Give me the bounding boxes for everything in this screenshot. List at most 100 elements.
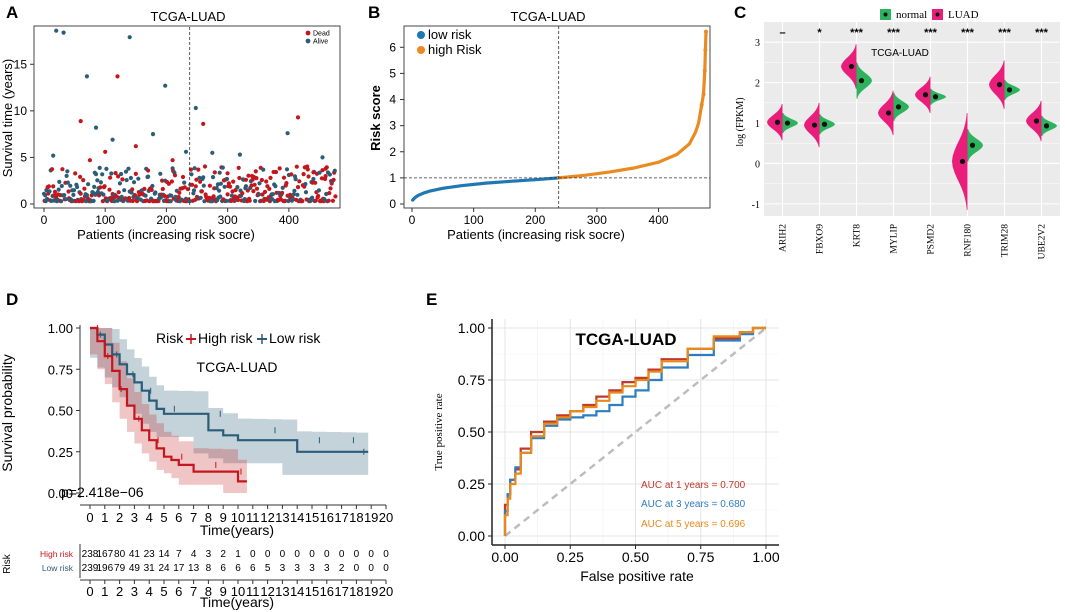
point-alive bbox=[92, 184, 97, 189]
panel-d-curves bbox=[90, 325, 369, 493]
point-alive bbox=[210, 150, 215, 155]
point-dead bbox=[169, 179, 174, 184]
point-alive bbox=[127, 35, 132, 40]
category-label-ube2v2: UBE2V2 bbox=[1038, 224, 1048, 260]
point-dead bbox=[313, 198, 318, 203]
point-dead bbox=[243, 177, 249, 182]
violin-luad-ube2v2 bbox=[1026, 100, 1042, 142]
panel-e-letter: E bbox=[426, 290, 437, 309]
panel-b-x-tick-label: 0 bbox=[409, 213, 416, 227]
point-alive bbox=[122, 188, 127, 193]
panel-e-x-tick-label: 0.25 bbox=[557, 549, 584, 565]
point-alive bbox=[158, 171, 163, 176]
panel-b-y-tick-label: 5 bbox=[389, 66, 396, 80]
panel-d-x-tick-label: 7 bbox=[190, 510, 197, 525]
point-dead bbox=[130, 198, 135, 204]
point-alive bbox=[218, 181, 223, 186]
legend-alive-marker bbox=[305, 38, 311, 44]
median-normal-ube2v2 bbox=[1043, 123, 1050, 129]
point-alive bbox=[311, 176, 316, 182]
panel-c-y-tick-label: 0 bbox=[755, 159, 760, 170]
point-dead bbox=[211, 194, 216, 199]
panel-b-y-tick-label: 4 bbox=[389, 93, 396, 107]
panel-d-x-tick-label: 4 bbox=[146, 510, 153, 525]
risk-table-cell: 31 bbox=[144, 563, 156, 574]
panel-a-letter: A bbox=[6, 3, 18, 22]
violin-normal-mylip bbox=[893, 92, 909, 122]
point-dead bbox=[198, 179, 203, 184]
auc-3-year-label: AUC at 3 years = 0.680 bbox=[641, 499, 746, 510]
point-dead bbox=[324, 165, 329, 170]
panel-d-axes: 0.000.250.500.751.000 1 2 3 4 5 6 7 8 9 10 11 12 13 14… bbox=[48, 321, 394, 525]
point-alive bbox=[71, 188, 77, 193]
panel-a-y-tick-label: 0 bbox=[20, 197, 27, 211]
roc-curve-5-year bbox=[503, 326, 766, 536]
panel-d-y-tick-label: 0.50 bbox=[48, 404, 73, 419]
panel-d-letter: D bbox=[6, 290, 18, 309]
point-alive bbox=[54, 28, 59, 33]
point-dead bbox=[295, 185, 301, 190]
panel-b-legend: low risk high Risk bbox=[417, 27, 482, 57]
point-dead bbox=[146, 168, 151, 173]
risk-table-cell: 5 bbox=[265, 563, 271, 574]
point-dead bbox=[180, 174, 186, 180]
point-dead bbox=[225, 192, 230, 197]
panel-b-x-tick-label: 100 bbox=[464, 213, 484, 227]
violin-normal-trim28 bbox=[1004, 79, 1020, 101]
risk-table-cell: 0 bbox=[339, 549, 345, 560]
risk-table-cell: 2 bbox=[339, 563, 345, 574]
median-normal-krt8 bbox=[858, 78, 865, 84]
risk-table-cell: 167 bbox=[96, 549, 113, 560]
point-alive bbox=[316, 188, 321, 193]
panel-e: E 0.00 0.00 0.25 0.25 0.50 0.50 0.75 0.75 1.00 1.… bbox=[426, 290, 780, 584]
point-dead bbox=[253, 169, 258, 174]
point-alive bbox=[101, 192, 106, 197]
risk-point-high bbox=[703, 47, 708, 52]
panel-d-x-tick-label: 10 bbox=[231, 510, 245, 525]
point-dead bbox=[240, 191, 245, 196]
median-luad-psmd2 bbox=[922, 92, 929, 98]
violin-normal-rnf180 bbox=[967, 129, 983, 162]
panel-b: B TCGA-LUAD 0 100 200 300 400 0 1 2 3 4 5 6 Patient… bbox=[368, 3, 711, 242]
point-dead bbox=[254, 176, 259, 181]
point-alive bbox=[117, 181, 122, 186]
panel-d-x-tick-label: 11 bbox=[246, 510, 260, 525]
risk-table-cell: 6 bbox=[235, 563, 241, 574]
point-alive bbox=[64, 173, 69, 178]
risk-curve-low-risk bbox=[411, 176, 561, 202]
panel-d-x-tick-label: 20 bbox=[379, 510, 393, 525]
point-alive bbox=[270, 192, 275, 197]
risk-table-x-tick-label: 15 bbox=[305, 584, 319, 599]
median-normal-rnf180 bbox=[969, 142, 976, 148]
legend-alive-label: Alive bbox=[313, 39, 328, 46]
panel-e-y-tick-label: 0.75 bbox=[458, 372, 485, 388]
risk-table-cell: 23 bbox=[144, 549, 156, 560]
legend-luad-dot bbox=[935, 12, 940, 17]
risk-table-cell: 41 bbox=[129, 549, 141, 560]
median-normal-trim28 bbox=[1006, 87, 1013, 93]
category-label-krt8: KRT8 bbox=[853, 224, 863, 247]
legend-normal-label: normal bbox=[896, 9, 927, 21]
point-alive bbox=[150, 183, 155, 189]
point-dead bbox=[328, 186, 333, 191]
point-alive bbox=[61, 30, 66, 35]
point-alive bbox=[168, 199, 173, 204]
point-alive bbox=[128, 175, 133, 181]
point-dead bbox=[115, 74, 120, 79]
point-dead bbox=[226, 181, 231, 186]
risk-table-cell: 14 bbox=[158, 549, 170, 560]
point-alive bbox=[218, 194, 223, 199]
panel-e-curves bbox=[503, 326, 767, 537]
risk-table-cell: 1 bbox=[235, 549, 241, 560]
point-alive bbox=[43, 193, 48, 198]
panel-e-ylabel: True positive rate bbox=[433, 393, 445, 470]
point-dead bbox=[202, 164, 208, 169]
point-dead bbox=[236, 165, 241, 170]
point-alive bbox=[126, 166, 131, 171]
risk-table-x-tick-label: 12 bbox=[260, 584, 274, 599]
category-label-trim28: TRIM28 bbox=[1001, 224, 1011, 258]
risk-table-x-tick-label: 20 bbox=[379, 584, 393, 599]
median-normal-mylip bbox=[895, 104, 902, 110]
point-alive bbox=[320, 155, 325, 160]
